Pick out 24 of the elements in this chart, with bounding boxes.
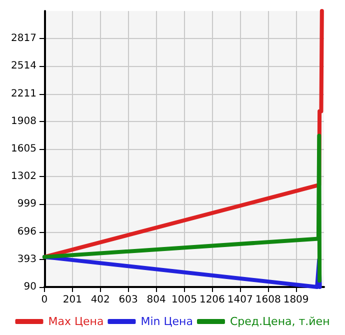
- x-tick-label: 804: [146, 294, 166, 306]
- legend-label: Сред.Цена, т.йен: [230, 315, 330, 328]
- legend-label: Min Цена: [140, 315, 193, 328]
- y-tick-label: 1605: [10, 144, 36, 154]
- y-tick-label: 393: [17, 254, 36, 265]
- x-tick-label: 1005: [172, 294, 197, 306]
- x-tick-label: 1407: [227, 294, 253, 306]
- y-tick-label: 2514: [10, 60, 36, 72]
- x-tick-label: 1809: [283, 294, 309, 306]
- x-tick-label: 1608: [255, 294, 281, 306]
- x-tick-label: 201: [62, 294, 82, 306]
- x-tick-label: 0: [41, 294, 48, 306]
- x-tick-label: 1206: [199, 294, 225, 306]
- y-tick-label: 1302: [10, 171, 36, 182]
- y-tick-label: 999: [17, 198, 36, 210]
- y-tick-label: 2817: [10, 33, 36, 44]
- x-tick-label: 402: [90, 294, 110, 306]
- y-tick-label: 2211: [10, 88, 36, 100]
- x-tick-label: 603: [118, 294, 138, 306]
- legend-label: Max Цена: [48, 315, 104, 328]
- y-tick-label: 1908: [10, 116, 36, 127]
- y-tick-label: 696: [17, 226, 36, 238]
- y-tick-label: 90: [24, 282, 36, 292]
- line-series: [42, 134, 322, 283]
